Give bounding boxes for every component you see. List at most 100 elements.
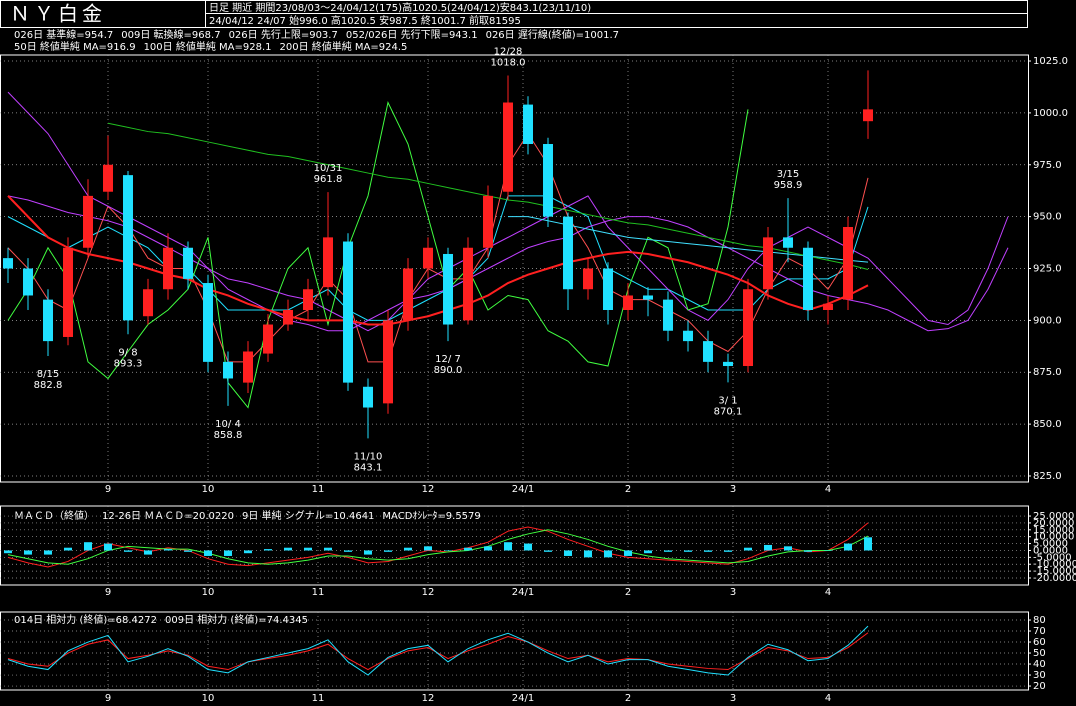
candle-body — [643, 295, 653, 300]
candle-body — [723, 361, 733, 367]
x-tick-label: 10 — [202, 484, 215, 495]
candle-body — [863, 109, 873, 122]
y-tick-label: 70 — [1033, 626, 1046, 637]
y-tick-label: -15.0000 — [1033, 566, 1076, 577]
info-box — [205, 13, 1028, 28]
annotation-value: 893.3 — [114, 358, 143, 369]
candle-body — [523, 104, 533, 145]
histogram-bar — [44, 550, 52, 555]
histogram-bar — [704, 550, 712, 552]
annotation-date: 8/15 — [37, 369, 59, 380]
candle-body — [543, 144, 553, 217]
histogram-bar — [204, 550, 212, 556]
x-tick-label: 4 — [825, 693, 831, 704]
histogram-bar — [724, 550, 732, 552]
x-tick-label: 9 — [105, 693, 111, 704]
x-tick-label: 3 — [730, 587, 736, 598]
series-line — [7, 529, 869, 565]
histogram-bar — [644, 550, 652, 554]
y-tick-label: 20 — [1033, 681, 1046, 692]
y-tick-label: 10.0000 — [1033, 532, 1074, 543]
legend-entry: 50日 終値単純 MA=916.9 — [14, 40, 136, 53]
candle-body — [103, 164, 113, 192]
histogram-bar — [864, 537, 872, 551]
annotation-date: 9/ 8 — [118, 347, 137, 358]
x-tick-label: 4 — [825, 587, 831, 598]
histogram-bar — [244, 550, 252, 554]
legend-entry: 009日 転換線=968.7 — [121, 28, 220, 41]
histogram-bar — [804, 550, 812, 552]
x-tick-label: 12 — [422, 693, 435, 704]
panel-frame — [0, 611, 1029, 691]
annotation-value: 843.1 — [354, 462, 383, 473]
x-tick-label: 10 — [202, 693, 215, 704]
x-tick-label: 4 — [825, 484, 831, 495]
candle-body — [823, 303, 833, 310]
candle-body — [843, 227, 853, 300]
histogram-bar — [184, 550, 192, 552]
candle-body — [763, 237, 773, 290]
candle-body — [323, 237, 333, 288]
histogram-bar — [444, 550, 452, 551]
candle-body — [603, 268, 613, 310]
legend-entry: 026日 先行上限=903.7 — [229, 28, 338, 41]
x-tick-label: 24/1 — [512, 484, 534, 495]
candle-body — [243, 351, 253, 383]
y-tick-label: 0.0000 — [1033, 545, 1068, 556]
legend-entry: 9日 単純 シグナル=10.4641 — [242, 509, 374, 522]
y-tick-label: 975.0 — [1033, 160, 1062, 171]
y-tick-label: 1025.0 — [1033, 56, 1068, 67]
histogram-bar — [764, 544, 772, 551]
period-info: 日足 期近 期間23/08/03～24/04/12(175)高1020.5(24… — [209, 1, 591, 14]
series-line — [7, 195, 869, 326]
histogram-bar — [384, 550, 392, 552]
y-tick-label: -10.0000 — [1033, 559, 1076, 570]
annotation-date: 3/ 1 — [718, 395, 737, 406]
candle-body — [63, 247, 73, 337]
panel-title: ＭＡＣＤ（終値） — [14, 509, 94, 522]
histogram-bar — [844, 543, 852, 551]
histogram-bar — [404, 547, 412, 551]
annotation-date: 10/31 — [314, 163, 343, 174]
histogram-bar — [544, 550, 552, 552]
x-tick-label: 2 — [625, 693, 631, 704]
histogram-bar — [524, 543, 532, 551]
legend-entry: 200日 終値単純 MA=924.5 — [279, 40, 407, 53]
histogram-bar — [824, 550, 832, 551]
candle-body — [43, 299, 53, 342]
candle-body — [343, 241, 353, 383]
candle-body — [623, 295, 633, 310]
candle-body — [803, 247, 813, 310]
y-tick-label: 950.0 — [1033, 212, 1062, 223]
histogram-bar — [304, 547, 312, 551]
candle-body — [123, 175, 133, 321]
histogram-bar — [784, 546, 792, 551]
x-tick-label: 12 — [422, 484, 435, 495]
candle-body — [143, 289, 153, 317]
legend-entry: 100日 終値単純 MA=928.1 — [144, 40, 272, 53]
annotation-value: 1018.0 — [491, 58, 526, 69]
annotation-date: 12/28 — [494, 47, 523, 58]
annotation-value: 858.8 — [214, 430, 243, 441]
x-tick-label: 3 — [730, 484, 736, 495]
y-tick-label: 40 — [1033, 659, 1046, 670]
y-tick-label: 30 — [1033, 670, 1046, 681]
histogram-bar — [624, 550, 632, 556]
y-tick-label: 50 — [1033, 648, 1046, 659]
y-tick-label: 60 — [1033, 637, 1046, 648]
x-tick-label: 24/1 — [512, 693, 534, 704]
annotation-value: 961.8 — [314, 174, 343, 185]
candle-body — [163, 247, 173, 290]
histogram-bar — [24, 550, 32, 555]
histogram-bar — [584, 550, 592, 558]
y-tick-label: 5.0000 — [1033, 539, 1068, 550]
candle-body — [423, 247, 433, 269]
page-title: ＮＹ白金 — [10, 2, 106, 26]
legend-entry: 026日 基準線=954.7 — [14, 28, 113, 41]
candle-body — [443, 253, 453, 325]
candle-body — [223, 361, 233, 379]
histogram-bar — [64, 547, 72, 551]
y-tick-label: 20.0000 — [1033, 518, 1074, 529]
y-tick-label: 925.0 — [1033, 264, 1062, 275]
